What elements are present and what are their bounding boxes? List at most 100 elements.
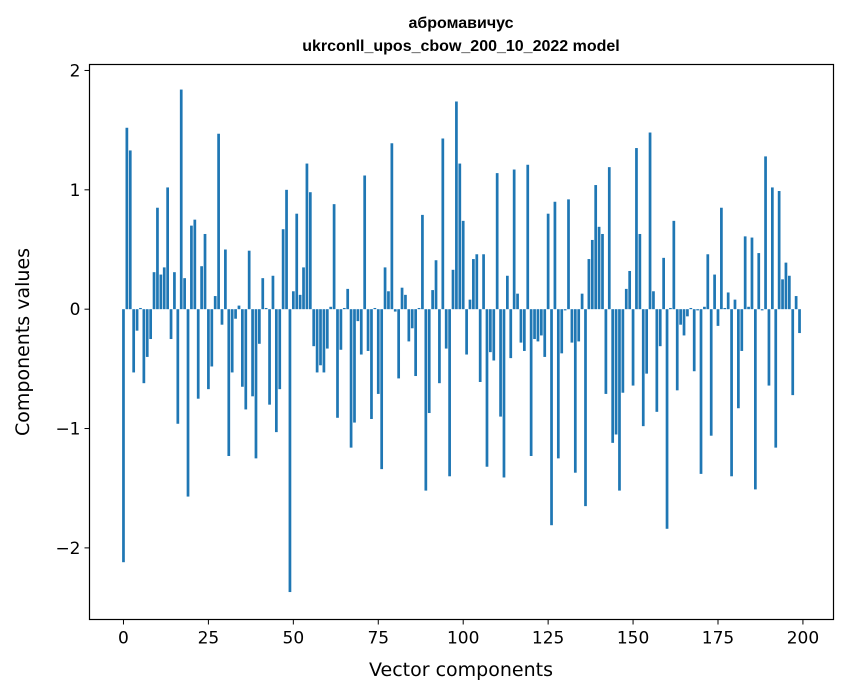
bar: [713, 274, 716, 310]
bar: [237, 305, 241, 310]
bar: [472, 259, 475, 310]
bar: [400, 287, 404, 310]
bar: [404, 294, 407, 310]
bar: [349, 309, 353, 448]
bar: [529, 309, 533, 456]
bar: [139, 307, 142, 310]
bar: [366, 309, 370, 351]
bar: [577, 309, 581, 342]
bar: [509, 309, 513, 359]
bar: [264, 307, 268, 310]
bar: [421, 214, 424, 310]
bar: [207, 309, 210, 390]
bar: [597, 226, 601, 310]
bar: [359, 309, 363, 355]
bar: [295, 213, 299, 310]
bar: [451, 269, 455, 310]
bar: [210, 309, 214, 367]
bar: [787, 275, 791, 310]
bar: [298, 294, 302, 310]
bar: [410, 309, 414, 329]
bar: [230, 309, 234, 373]
x-tick-label: 0: [118, 629, 129, 649]
bar: [145, 309, 149, 357]
bar: [278, 309, 282, 390]
bar: [631, 309, 635, 386]
bar: [234, 309, 237, 319]
x-tick-label: 150: [617, 629, 649, 649]
bar: [305, 163, 309, 310]
bars-group: [122, 89, 801, 593]
bar: [173, 272, 176, 310]
bar: [478, 309, 482, 382]
x-tick-label: 175: [702, 629, 734, 649]
bar: [332, 204, 336, 310]
plot-frame: [88, 63, 835, 621]
bar: [325, 309, 329, 349]
bar: [757, 253, 761, 310]
bar: [417, 307, 421, 310]
bar: [336, 309, 339, 418]
bar: [791, 309, 795, 396]
bar: [220, 309, 224, 325]
bar: [319, 309, 322, 366]
bar: [563, 309, 567, 311]
bar: [706, 254, 710, 310]
bar: [196, 309, 200, 399]
bar: [159, 274, 163, 310]
bar: [383, 267, 387, 310]
bar: [777, 191, 781, 310]
bar: [346, 288, 350, 310]
bar: [224, 249, 227, 310]
bar: [798, 309, 801, 334]
bar: [522, 309, 526, 351]
bar: [339, 309, 343, 350]
bar: [434, 260, 438, 310]
bar: [217, 133, 220, 310]
chart-subtitle: ukrconll_upos_cbow_200_10_2022 model: [302, 38, 619, 55]
bar: [176, 309, 180, 424]
bar: [135, 309, 139, 331]
bar: [254, 309, 258, 459]
y-tick-label: −2: [55, 539, 80, 559]
bar: [342, 307, 346, 310]
bar: [682, 309, 686, 336]
bar: [461, 220, 465, 310]
bar: [743, 236, 747, 310]
bar: [675, 309, 679, 391]
bar: [370, 309, 373, 419]
bar: [760, 309, 764, 311]
bar: [516, 293, 519, 310]
bar: [601, 233, 604, 310]
bar: [665, 309, 669, 529]
bar: [618, 309, 621, 491]
bar: [132, 309, 136, 373]
x-tick-label: 100: [447, 629, 479, 649]
bar: [720, 207, 723, 310]
bar: [302, 267, 305, 310]
bar: [142, 309, 146, 384]
bar: [387, 291, 390, 310]
bar: [407, 309, 411, 342]
bar: [767, 309, 771, 386]
bar: [465, 309, 468, 355]
bar: [628, 270, 632, 310]
x-tick-label: 125: [532, 629, 564, 649]
bar: [556, 309, 560, 459]
bar: [699, 309, 703, 474]
bar: [482, 254, 485, 310]
bar: [784, 262, 788, 310]
y-tick-label: 0: [70, 300, 81, 320]
bar: [291, 291, 295, 310]
x-tick-label: 75: [367, 629, 389, 649]
bar: [560, 309, 564, 354]
bar: [190, 225, 193, 310]
bar: [543, 309, 547, 357]
bar: [495, 173, 499, 310]
bar: [512, 169, 516, 310]
bar: [611, 309, 615, 443]
bar: [754, 309, 757, 490]
bar: [179, 89, 183, 310]
bar: [645, 309, 649, 374]
